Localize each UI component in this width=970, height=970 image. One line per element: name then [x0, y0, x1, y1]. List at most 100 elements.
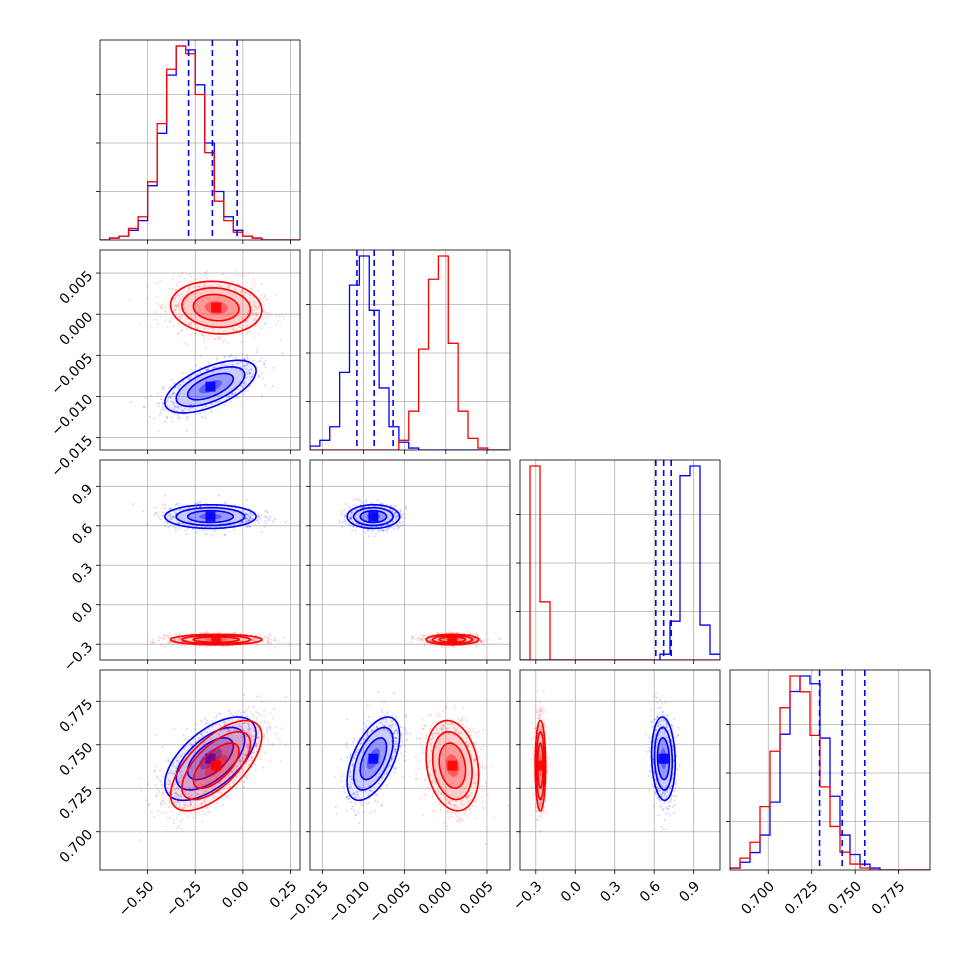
- panel-2-1-point-0-390: [385, 528, 388, 531]
- panel-3-1-point-1-213: [473, 782, 476, 785]
- panel-3-2-point-1-826: [538, 804, 541, 807]
- panel-3-0-point-0-276: [251, 751, 254, 754]
- panel-3-0-point-1-159: [177, 781, 180, 784]
- panel-3-2-point-1-357: [539, 814, 542, 817]
- panel-3-1-point-0-287: [349, 753, 352, 756]
- panel-3-2-point-0-169: [648, 746, 651, 749]
- panel-3-1-point-1-834: [441, 728, 444, 731]
- panel-2-0-point-0-609: [219, 525, 222, 528]
- panel-3-0-point-0-61: [224, 776, 227, 779]
- panel-1-0-point-1-397: [188, 323, 191, 326]
- panel-3-1-point-1-675: [421, 751, 424, 754]
- panel-3-1-point-0-331: [393, 768, 396, 771]
- panel-1-0-point-1-632: [252, 296, 255, 299]
- panel-1-0-point-1-71: [199, 276, 202, 279]
- panel-1-0-point-0-163: [183, 407, 186, 410]
- panel-3-0-point-0-706: [250, 756, 253, 759]
- panel-1-0-point-0-451: [264, 359, 267, 362]
- panel-3-0-point-0-330: [243, 752, 246, 755]
- panel-1-0-point-0-244: [143, 405, 146, 408]
- panel-3-1-point-1-217: [478, 786, 481, 789]
- xtick-label-3-3: 0.775: [869, 878, 909, 918]
- ytick-label-2-4: 0.9: [69, 481, 96, 508]
- panel-1-0-contour-0-2: [186, 372, 235, 401]
- panel-1-0-point-0-718: [149, 394, 152, 397]
- panel-3-1-point-1-842: [450, 811, 453, 814]
- panel-1-0-point-1-687: [262, 310, 265, 313]
- panel-1-0-point-0-285: [200, 416, 203, 419]
- panel-2-1-point-0-138: [380, 528, 383, 531]
- panel-1-0-point-0-400: [188, 408, 191, 411]
- panel-3-1-point-1-107: [453, 812, 456, 815]
- panel-2-1-point-0-675: [340, 511, 343, 514]
- panel-3-1-point-1-88: [440, 792, 443, 795]
- panel-3-1-point-1-350: [466, 744, 469, 747]
- panel-1-0-point-1-20: [186, 290, 189, 293]
- panel-2-0-point-0-315: [206, 505, 209, 508]
- panel-3-2-point-0-515: [660, 720, 663, 723]
- panel-3-2-point-0-3: [655, 728, 658, 731]
- panel-2-1-point-1-241: [418, 636, 421, 639]
- panel-2-1-point-1-774: [472, 639, 475, 642]
- panel-1-0-point-0-597: [178, 384, 181, 387]
- panel-3-1-point-1-447: [474, 799, 477, 802]
- panel-3-2-point-0-508: [648, 736, 651, 739]
- panel-1-0-point-1-748: [254, 311, 257, 314]
- panel-3-1-contour-0-0: [346, 716, 401, 802]
- panel-3-1-point-1-165: [485, 785, 488, 788]
- panel-3-1-point-1-297: [458, 732, 461, 735]
- panel-3-1-point-1-717: [460, 718, 463, 721]
- panel-3-1-point-0-384: [404, 728, 407, 731]
- panel-3-1-point-1-170: [447, 727, 450, 730]
- panel-3-0-point-1-23: [254, 730, 257, 733]
- panel-3-0-point-0-819: [257, 728, 260, 731]
- panel-3-0-point-1-330: [179, 780, 182, 783]
- panel-3-1-point-1-418: [427, 761, 430, 764]
- panel-1-0-point-0-200: [208, 362, 211, 365]
- panel-3-0-point-1-526: [228, 727, 231, 730]
- panel-3-1-point-1-208: [447, 732, 450, 735]
- panel-1-0-point-1-360: [188, 273, 191, 276]
- panel-2-0-point-1-516: [162, 637, 165, 640]
- hist-0-series-1: [100, 45, 300, 240]
- panel-3-2-point-0-791: [661, 713, 664, 716]
- panel-1-0-point-0-14: [237, 362, 240, 365]
- panel-3-0-point-0-892: [252, 739, 255, 742]
- panel-3-2-point-1-21: [542, 718, 545, 721]
- panel-2-0-point-1-783: [253, 639, 256, 642]
- panel-1-0-point-1-727: [198, 286, 201, 289]
- panel-3-1-point-0-556: [383, 724, 386, 727]
- panel-3-1-point-1-337: [430, 738, 433, 741]
- panel-2-0-point-1-767: [252, 637, 255, 640]
- panel-2-1-point-1-791: [420, 635, 423, 638]
- panel-2-1-point-1-867: [473, 638, 476, 641]
- panel-3-1-point-0-233: [374, 793, 377, 796]
- panel-2-0-point-1-329: [203, 631, 206, 634]
- panel-3-0-point-1-572: [168, 817, 171, 820]
- panel-3-1-point-1-120: [475, 780, 478, 783]
- panel-3-1-point-1-26: [434, 714, 437, 717]
- panel-3-2-point-0-246: [664, 790, 667, 793]
- panel-3-0-point-0-158: [177, 800, 180, 803]
- panel-1-0-point-0-394: [245, 364, 248, 367]
- panel-1-0-point-1-28: [264, 321, 267, 324]
- panel-2-1-point-1-439: [441, 632, 444, 635]
- panel-3-1-point-0-329: [389, 760, 392, 763]
- panel-3-1-point-0-274: [388, 731, 391, 734]
- panel-3-0-point-0-763: [173, 795, 176, 798]
- panel-2-0-point-0-257: [246, 519, 249, 522]
- panel-3-1-point-1-304: [441, 793, 444, 796]
- panel-2-0-point-0-329: [161, 515, 164, 518]
- panel-3-1-point-0-817: [377, 801, 380, 804]
- panel-2-0-point-1-372: [232, 632, 235, 635]
- panel-3-1-point-1-75: [431, 734, 434, 737]
- panel-1-0-point-1-522: [228, 327, 231, 330]
- panel-3-0-point-1-370: [168, 800, 171, 803]
- panel-3-1-point-1-825: [482, 767, 485, 770]
- panel-2-0-point-1-560: [238, 632, 241, 635]
- panel-3-0-point-1-592: [232, 782, 235, 785]
- panel-3-1-point-0-746: [360, 742, 363, 745]
- panel-2-1-point-0-195: [381, 530, 384, 533]
- panel-2-0-point-1-397: [167, 643, 170, 646]
- panel-3-1-point-0-123: [361, 787, 364, 790]
